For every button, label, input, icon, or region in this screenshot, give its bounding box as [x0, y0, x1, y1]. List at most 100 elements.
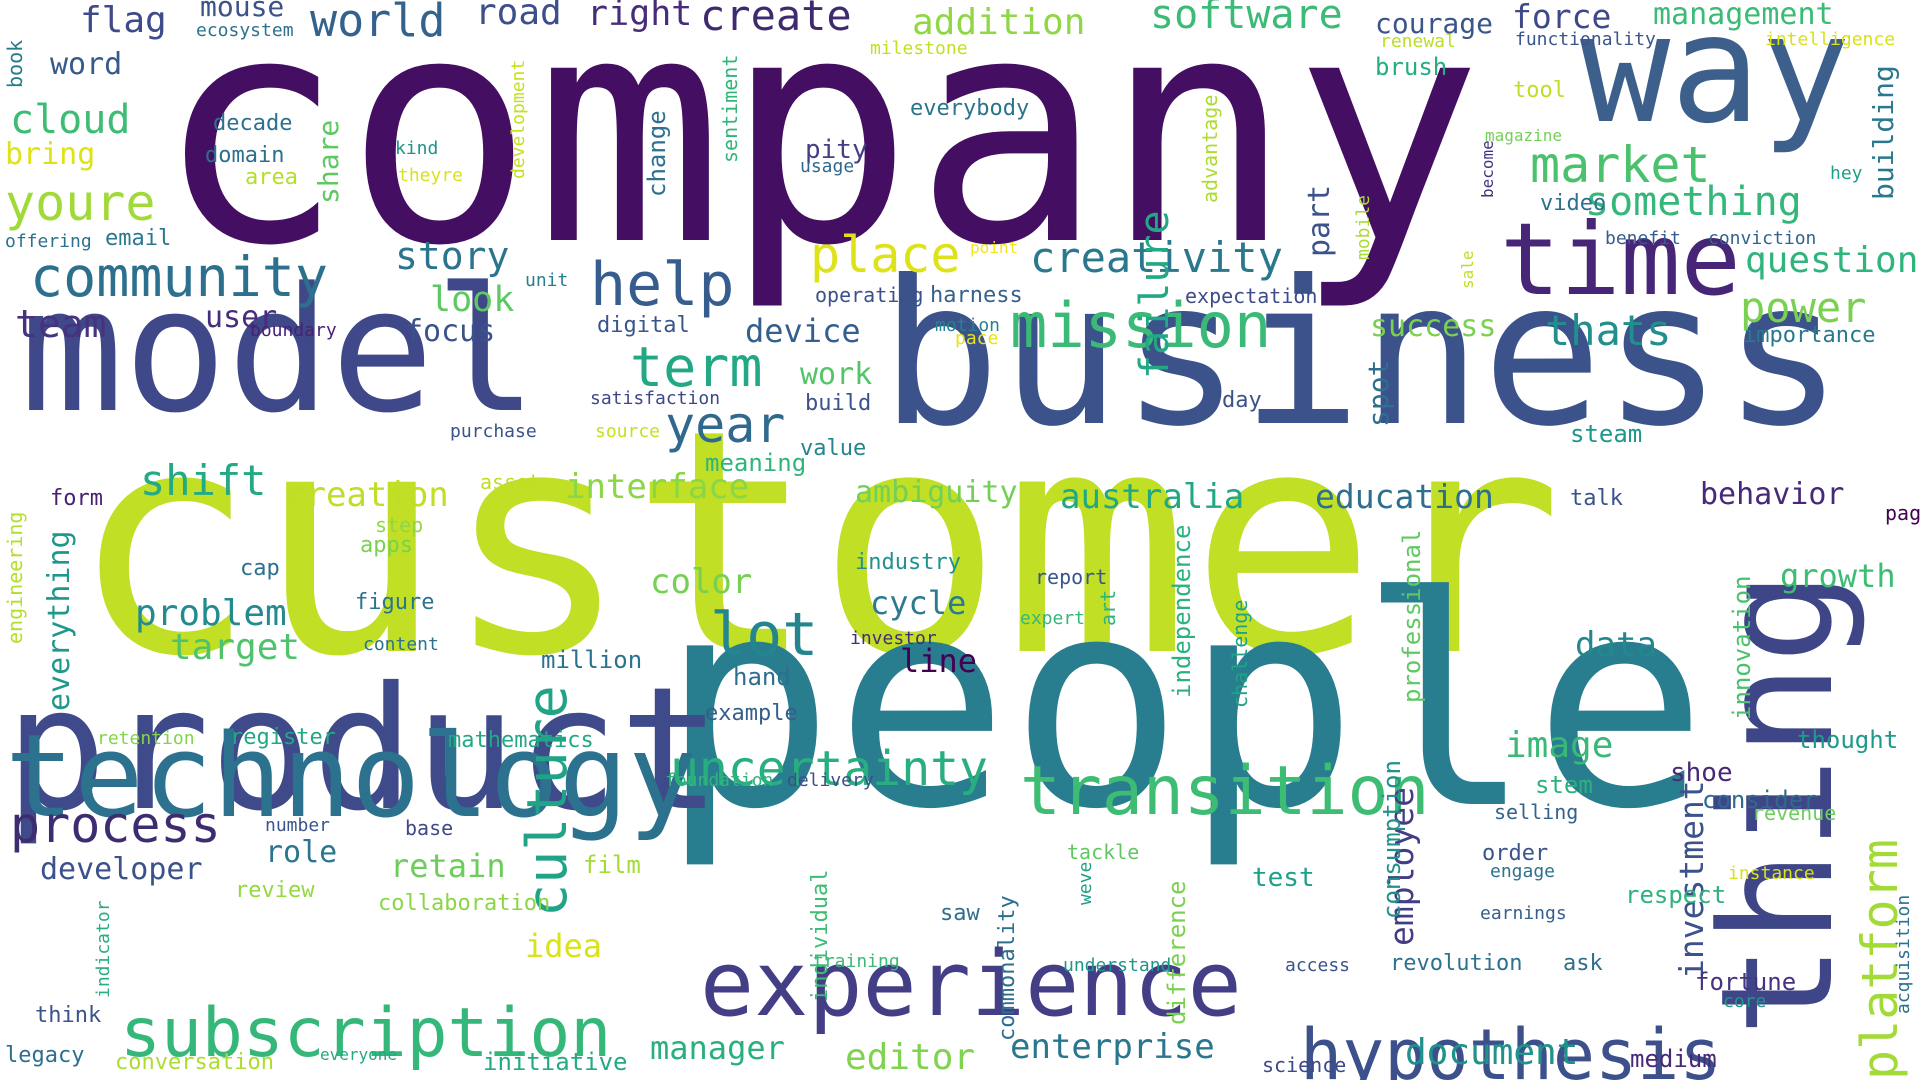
word-world: world: [310, 0, 446, 47]
word-pity: pity: [805, 135, 868, 165]
word-model: model: [20, 250, 538, 451]
word-medium: medium: [1630, 1045, 1717, 1073]
word-purchase: purchase: [450, 421, 537, 442]
word-weve: weve: [1075, 862, 1096, 906]
word-initiative: initiative: [483, 1048, 628, 1076]
word-training: training: [813, 951, 900, 972]
word-courage: courage: [1375, 7, 1494, 40]
word-build: build: [805, 391, 872, 416]
word-foundation: foundation: [665, 770, 774, 791]
word-boundary: boundary: [250, 320, 337, 341]
word-company: company: [155, 0, 1483, 315]
word-renewal: renewal: [1380, 31, 1456, 52]
word-addition: addition: [912, 2, 1086, 43]
word-creativity: creativity: [1030, 233, 1283, 282]
word-kind: kind: [395, 138, 439, 159]
word-consumption: consumption: [1378, 760, 1406, 919]
word-revenue: revenue: [1752, 801, 1837, 825]
word-engineering: engineering: [3, 512, 27, 645]
word-register: register: [230, 725, 336, 750]
word-bring: bring: [5, 137, 96, 172]
word-conviction: conviction: [1708, 228, 1817, 249]
word-creation: creation: [285, 475, 449, 515]
word-idea: idea: [525, 927, 603, 965]
word-area: area: [245, 165, 298, 190]
word-digital: digital: [597, 313, 690, 338]
word-pace: pace: [955, 328, 999, 349]
word-earnings: earnings: [1480, 903, 1567, 924]
word-source: source: [595, 421, 661, 442]
word-sale: sale: [1458, 250, 1477, 289]
word-cycle: cycle: [870, 584, 967, 622]
word-behavior: behavior: [1700, 477, 1845, 512]
word-word: word: [50, 47, 123, 82]
word-importance: importance: [1743, 323, 1876, 348]
word-tackle: tackle: [1067, 840, 1140, 864]
word-user: user: [205, 300, 278, 335]
word-sentiment: sentiment: [718, 55, 742, 164]
word-time: time: [1500, 201, 1741, 318]
word-share: share: [312, 120, 345, 205]
word-work: work: [800, 357, 873, 392]
word-team: team: [15, 302, 107, 346]
word-something: something: [1585, 179, 1802, 225]
word-image: image: [1505, 725, 1614, 766]
word-problem: problem: [135, 593, 287, 634]
word-professional: professional: [1398, 530, 1426, 704]
word-decade: decade: [213, 111, 293, 136]
word-line: line: [900, 642, 978, 680]
word-magazine: magazine: [1485, 126, 1563, 145]
word-selling: selling: [1494, 800, 1579, 824]
word-look: look: [430, 280, 515, 320]
word-shoe: shoe: [1670, 758, 1733, 788]
word-investor: investor: [850, 628, 937, 649]
word-motion: motion: [935, 315, 1001, 336]
word-story: story: [395, 234, 510, 278]
word-indicator: indicator: [93, 900, 114, 998]
word-change: change: [643, 110, 671, 197]
word-conversation: conversation: [115, 1050, 274, 1075]
word-value: value: [800, 436, 867, 461]
word-review: review: [235, 878, 315, 903]
word-challenge: challenge: [1228, 600, 1252, 709]
word-industry: industry: [855, 550, 961, 575]
word-functionality: functionality: [1515, 29, 1656, 50]
word-failure: failure: [1132, 210, 1178, 379]
word-target: target: [170, 627, 301, 668]
word-step: step: [375, 513, 424, 537]
word-respect: respect: [1625, 881, 1727, 909]
word-hand: hand: [733, 663, 791, 691]
word-thats: thats: [1545, 306, 1672, 355]
word-usage: usage: [800, 156, 855, 177]
word-uncertainty: uncertainty: [670, 741, 988, 797]
word-apps: apps: [360, 533, 413, 558]
word-mouse: mouse: [200, 0, 285, 23]
word-manager: manager: [650, 1029, 785, 1067]
word-benefit: benefit: [1605, 228, 1681, 249]
word-advantage: advantage: [1198, 95, 1222, 204]
word-stem: stem: [1535, 771, 1593, 799]
word-flag: flag: [80, 0, 167, 41]
word-milestone: milestone: [870, 38, 968, 59]
word-ambiguity: ambiguity: [855, 475, 1018, 510]
word-role: role: [265, 835, 338, 870]
word-process: process: [10, 796, 221, 854]
word-color: color: [650, 562, 753, 602]
word-acquisition: acquisition: [1893, 895, 1914, 1015]
word-place: place: [810, 226, 961, 284]
word-report: report: [1035, 565, 1108, 589]
word-retention: retention: [97, 728, 195, 749]
word-science: science: [1262, 1053, 1347, 1077]
word-content: content: [363, 634, 439, 655]
word-fortune: fortune: [1695, 968, 1797, 996]
word-day: day: [1222, 388, 1262, 413]
word-difference: difference: [1163, 880, 1191, 1025]
word-management: management: [1653, 0, 1834, 32]
word-growth: growth: [1780, 557, 1896, 595]
word-developer: developer: [40, 852, 203, 887]
word-experience: experience: [700, 932, 1242, 1037]
word-education: education: [1315, 477, 1494, 516]
word-point: point: [970, 238, 1019, 257]
